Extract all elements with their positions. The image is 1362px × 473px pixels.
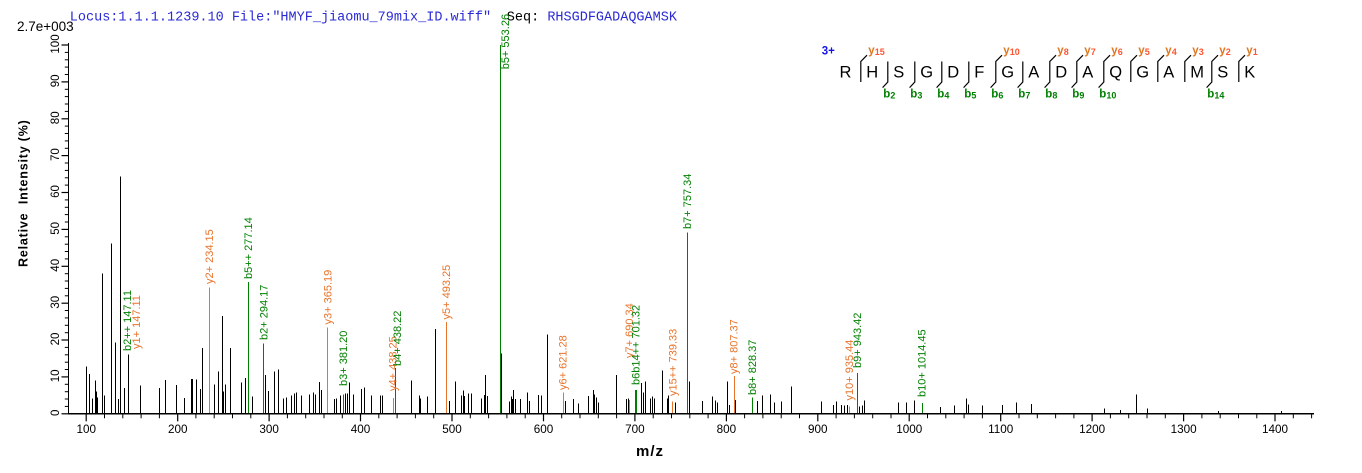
svg-text:70: 70 <box>50 148 62 161</box>
svg-text:b6b14++ 701.32: b6b14++ 701.32 <box>631 305 643 385</box>
svg-text:y5+ 493.25: y5+ 493.25 <box>441 265 453 320</box>
svg-text:1100: 1100 <box>988 423 1014 436</box>
svg-text:R: R <box>839 64 851 82</box>
svg-text:S: S <box>1217 64 1228 82</box>
svg-text:0: 0 <box>50 410 62 416</box>
svg-text:y3+ 365.19: y3+ 365.19 <box>323 270 335 325</box>
svg-text:10: 10 <box>50 370 62 383</box>
svg-text:Locus:1.1.1.1239.10 File:"HMYF: Locus:1.1.1.1239.10 File:"HMYF_jiaomu_79… <box>70 11 491 26</box>
svg-text:Seq: RHSGDFGADAQGAMSK: Seq: RHSGDFGADAQGAMSK <box>507 11 678 26</box>
svg-text:500: 500 <box>442 423 462 436</box>
svg-text:y4+ 438.25: y4+ 438.25 <box>388 336 400 391</box>
svg-text:y10+ 935.44: y10+ 935.44 <box>844 340 856 401</box>
svg-text:1000: 1000 <box>896 423 923 436</box>
svg-text:y2+ 234.15: y2+ 234.15 <box>204 229 216 284</box>
svg-text:y8+ 807.37: y8+ 807.37 <box>729 319 741 374</box>
svg-text:G: G <box>1136 64 1149 82</box>
svg-text:A: A <box>1163 64 1174 82</box>
svg-text:y1: y1 <box>1246 45 1257 57</box>
svg-text:80: 80 <box>50 111 62 124</box>
svg-text:G: G <box>1001 64 1014 82</box>
svg-text:1300: 1300 <box>1171 423 1198 436</box>
svg-text:100: 100 <box>76 423 96 436</box>
svg-text:b5: b5 <box>964 89 976 101</box>
svg-text:40: 40 <box>50 259 62 272</box>
svg-text:600: 600 <box>534 423 554 436</box>
svg-text:90: 90 <box>50 75 62 88</box>
svg-text:2.7e+003: 2.7e+003 <box>17 19 74 34</box>
svg-text:y10: y10 <box>1003 45 1019 57</box>
svg-text:b10: b10 <box>1099 89 1116 101</box>
svg-text:900: 900 <box>808 423 828 436</box>
svg-text:y6+ 621.28: y6+ 621.28 <box>558 335 570 390</box>
svg-text:m/z: m/z <box>636 443 664 460</box>
svg-text:b3: b3 <box>910 89 922 101</box>
svg-text:60: 60 <box>50 185 62 198</box>
svg-text:b5++ 277.14: b5++ 277.14 <box>243 217 255 279</box>
svg-text:3+: 3+ <box>822 45 835 57</box>
svg-text:A: A <box>1082 64 1093 82</box>
svg-text:y3: y3 <box>1192 45 1203 57</box>
svg-text:M: M <box>1190 64 1204 82</box>
svg-text:b7: b7 <box>1018 89 1030 101</box>
svg-text:b14: b14 <box>1207 89 1224 101</box>
svg-text:300: 300 <box>259 423 279 436</box>
svg-text:b2++ 147.11: b2++ 147.11 <box>122 290 134 351</box>
svg-text:b10+ 1014.45: b10+ 1014.45 <box>917 329 929 397</box>
svg-text:b9: b9 <box>1072 89 1084 101</box>
svg-text:D: D <box>1055 64 1067 82</box>
svg-text:b8+ 828.37: b8+ 828.37 <box>747 340 759 395</box>
svg-text:y15: y15 <box>868 45 884 57</box>
svg-text:b7+ 757.34: b7+ 757.34 <box>682 174 694 229</box>
svg-text:y1+ 147.11: y1+ 147.11 <box>131 295 143 349</box>
svg-text:y2: y2 <box>1219 45 1230 57</box>
svg-text:y4: y4 <box>1165 45 1176 57</box>
svg-text:b4+ 438.22: b4+ 438.22 <box>392 311 404 366</box>
svg-text:b9+ 943.42: b9+ 943.42 <box>852 313 864 368</box>
svg-text:30: 30 <box>50 296 62 309</box>
svg-text:20: 20 <box>50 333 62 346</box>
svg-text:A: A <box>1028 64 1039 82</box>
svg-text:700: 700 <box>625 423 645 436</box>
svg-text:F: F <box>974 64 984 82</box>
svg-text:b2: b2 <box>883 89 895 101</box>
svg-text:D: D <box>947 64 959 82</box>
svg-text:y7: y7 <box>1084 45 1095 57</box>
svg-text:Relative Intensity (%): Relative Intensity (%) <box>17 119 31 267</box>
svg-text:b6: b6 <box>991 89 1003 101</box>
svg-text:y8: y8 <box>1057 45 1068 57</box>
svg-text:b2+ 294.17: b2+ 294.17 <box>258 285 270 340</box>
svg-text:b3+ 381.20: b3+ 381.20 <box>338 331 350 386</box>
svg-text:y5: y5 <box>1138 45 1149 57</box>
svg-text:800: 800 <box>717 423 737 436</box>
svg-text:400: 400 <box>351 423 371 436</box>
svg-text:100: 100 <box>50 34 62 53</box>
svg-text:y6: y6 <box>1111 45 1122 57</box>
svg-text:1200: 1200 <box>1079 423 1106 436</box>
svg-text:H: H <box>866 64 878 82</box>
svg-text:G: G <box>920 64 933 82</box>
svg-text:y15++ 739.33: y15++ 739.33 <box>668 329 680 396</box>
svg-text:Q: Q <box>1109 64 1122 82</box>
svg-text:b5+ 553.26: b5+ 553.26 <box>500 14 512 69</box>
svg-text:b4: b4 <box>937 89 949 101</box>
svg-text:50: 50 <box>50 222 62 235</box>
svg-text:S: S <box>893 64 904 82</box>
svg-text:b8: b8 <box>1045 89 1057 101</box>
svg-text:K: K <box>1244 64 1255 82</box>
svg-text:1400: 1400 <box>1262 423 1289 436</box>
svg-text:y7+ 690.34: y7+ 690.34 <box>624 303 636 358</box>
svg-text:200: 200 <box>168 423 188 436</box>
